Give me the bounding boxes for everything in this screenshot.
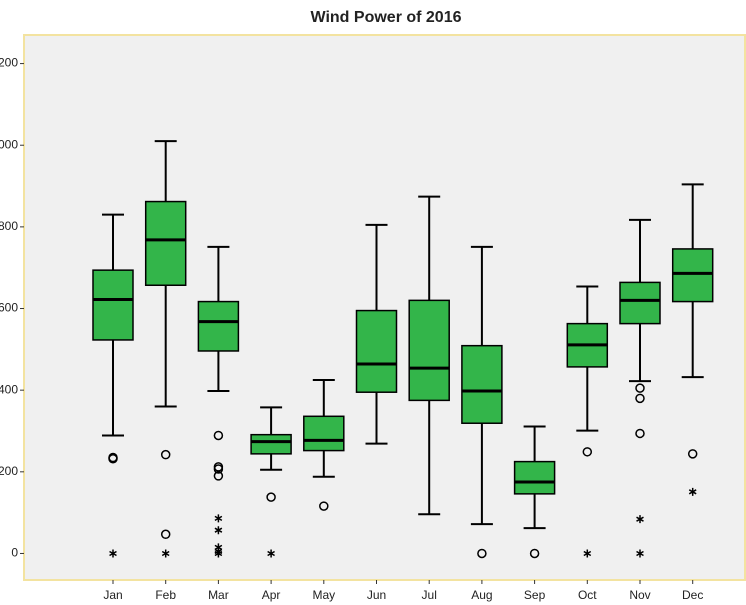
- box: [197, 300, 240, 352]
- extreme: [161, 549, 170, 558]
- box: [303, 415, 345, 452]
- outlier: [213, 430, 224, 441]
- y-tick-label: 600: [0, 301, 18, 315]
- outlier: [687, 449, 698, 459]
- outlier: [160, 449, 171, 460]
- y-tick-label: 200: [0, 464, 18, 478]
- box: [408, 299, 450, 402]
- y-tick-label: 1,000: [0, 137, 18, 151]
- box: [92, 269, 134, 341]
- box: [144, 200, 187, 287]
- x-tick-label: Jul: [422, 588, 437, 602]
- box: [461, 344, 503, 424]
- extreme: [688, 487, 697, 496]
- outlier: [108, 452, 118, 463]
- x-tick-label: Oct: [578, 588, 597, 602]
- outlier: [213, 464, 224, 474]
- y-tick-label: 800: [0, 219, 18, 233]
- x-tick-label: Apr: [262, 588, 281, 602]
- extreme: [109, 549, 117, 558]
- outlier: [319, 501, 329, 511]
- box: [250, 433, 292, 455]
- outlier: [477, 548, 487, 559]
- outlier: [635, 393, 645, 404]
- extreme: [214, 549, 223, 558]
- outlier: [160, 529, 171, 540]
- box: [355, 309, 398, 393]
- outlier: [582, 447, 593, 457]
- x-tick-label: Jun: [367, 588, 386, 602]
- box: [619, 281, 661, 325]
- extreme: [214, 526, 223, 535]
- x-tick-label: Sep: [524, 588, 546, 602]
- y-tick-label: 1,200: [0, 56, 18, 70]
- outlier: [529, 548, 540, 559]
- x-tick-label: May: [312, 588, 335, 602]
- outlier: [635, 428, 645, 439]
- x-tick-label: Jan: [103, 588, 122, 602]
- outlier: [635, 383, 645, 393]
- outlier: [213, 471, 224, 481]
- extreme: [214, 514, 223, 523]
- x-tick-label: Nov: [629, 588, 650, 602]
- chart-title: Wind Power of 2016: [311, 9, 462, 26]
- outlier: [266, 492, 276, 502]
- box: [513, 460, 556, 495]
- x-tick-label: Dec: [682, 588, 703, 602]
- extreme: [636, 549, 644, 558]
- x-tick-label: Mar: [208, 588, 229, 602]
- x-tick-label: Feb: [155, 588, 176, 602]
- y-tick-label: 0: [11, 546, 18, 560]
- box: [671, 248, 714, 303]
- extreme: [583, 549, 592, 558]
- extreme: [636, 515, 644, 524]
- extreme: [267, 549, 275, 558]
- y-tick-label: 400: [0, 382, 18, 396]
- x-tick-label: Aug: [471, 588, 492, 602]
